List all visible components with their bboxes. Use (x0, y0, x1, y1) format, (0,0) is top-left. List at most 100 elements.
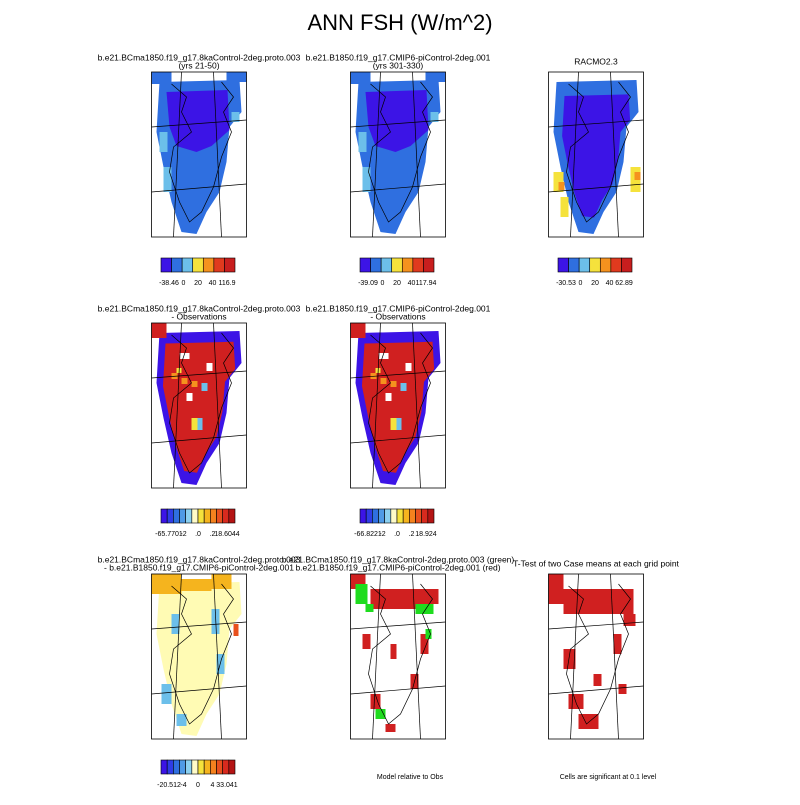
map-cell (226, 72, 247, 82)
map-cell (350, 72, 371, 84)
colorbar-label: 0 (196, 782, 200, 789)
graticule (151, 685, 247, 695)
map-cell (400, 383, 407, 391)
colorbar-box (171, 257, 183, 273)
graticule (412, 72, 421, 237)
colorbar-label: 40 (606, 280, 614, 287)
map-content (350, 323, 446, 488)
graticule (610, 72, 619, 237)
colorbar-box (557, 257, 569, 273)
colorbar-box (365, 508, 373, 524)
map-cell (420, 589, 439, 604)
map-cell (163, 167, 172, 192)
map-cell (425, 629, 432, 639)
panel-title: T-Test of two Case means at each grid po… (513, 558, 679, 568)
region-fill (361, 341, 435, 473)
map-frame (350, 71, 446, 238)
colorbar-label: 0 (381, 280, 385, 287)
colorbar-box (202, 257, 215, 273)
colorbar-label: -39.09 (358, 280, 378, 287)
colorbar-label: -2 (180, 531, 186, 538)
map-cell (151, 574, 182, 594)
graticule (173, 574, 182, 739)
colorbar-box (160, 759, 168, 775)
map-cell (355, 584, 368, 604)
panel-title: b.e21.BCma1850.f19_g17.8kaControl-2deg.p… (98, 52, 301, 62)
colorbar-box (370, 257, 382, 273)
graticule (570, 72, 579, 237)
map-frame (151, 71, 247, 238)
map-cell (211, 574, 232, 589)
colorbar-box (160, 257, 172, 273)
panel-footer: Cells are significant at 0.1 level (560, 774, 657, 781)
colorbar-label: 33.041 (216, 782, 238, 789)
map-cell (375, 709, 386, 719)
panel-title: b.e21.B1850.f19_g17.CMIP6-piControl-2deg… (306, 52, 491, 62)
colorbar-label: .0 (195, 531, 201, 538)
colorbar-box (401, 257, 414, 273)
map-panel (548, 573, 644, 740)
graticule (350, 370, 446, 379)
colorbar-label: 20 (393, 280, 401, 287)
colorbar-box (185, 508, 193, 524)
map-content (350, 574, 446, 739)
panel-title: - Observations (171, 311, 226, 321)
colorbar-box (216, 759, 223, 775)
map-cell (420, 634, 429, 654)
region-fill (166, 90, 230, 152)
graticule (548, 119, 644, 128)
colorbar-label: -66.8221 (354, 531, 382, 538)
map-cell (558, 182, 565, 190)
map-panel (151, 322, 247, 489)
colorbar-label: 40 (209, 280, 217, 287)
colorbar-box (222, 508, 230, 524)
colorbar-box (173, 759, 180, 775)
graticule (372, 323, 381, 488)
colorbar-box (421, 508, 429, 524)
colorbar-box (378, 508, 385, 524)
panel-title: b.e21.B1850.f19_g17.CMIP6-piControl-2deg… (295, 562, 500, 572)
colorbar-box (210, 759, 217, 775)
colorbar-box (179, 759, 186, 775)
colorbar-box (372, 508, 379, 524)
colorbar-box (409, 508, 416, 524)
colorbar-box (181, 257, 194, 273)
map-panel (350, 71, 446, 238)
colorbar-label: .0 (394, 531, 400, 538)
map-panel (151, 71, 247, 238)
map-cell (233, 624, 239, 636)
map-cell (623, 614, 636, 626)
colorbar-label: .2 (409, 531, 415, 538)
coastline (169, 583, 234, 725)
map-cell (159, 132, 168, 152)
panel-title: - Observations (370, 311, 425, 321)
coastline (169, 81, 234, 223)
colorbar-label: 116.9 (219, 280, 236, 287)
colorbar-box (359, 257, 371, 273)
map-content (151, 574, 247, 739)
map-content (548, 574, 644, 739)
graticule (350, 621, 446, 630)
map-cell (231, 112, 240, 122)
region-fill (162, 341, 236, 473)
colorbar-box (224, 257, 236, 273)
panel-title: b.e21.B1850.f19_g17.CMIP6-piControl-2deg… (306, 303, 491, 313)
graticule (350, 119, 446, 128)
map-panel (350, 322, 446, 489)
colorbar-box (384, 508, 392, 524)
colorbar-box (610, 257, 622, 273)
coastline (169, 332, 234, 474)
colorbar-label: 18.924 (415, 531, 437, 538)
map-cell (395, 418, 402, 430)
map-cell (191, 418, 198, 430)
map-cell (378, 353, 389, 359)
map-panel (151, 573, 247, 740)
map-cell (181, 378, 188, 384)
colorbar-label: .2 (210, 531, 216, 538)
colorbar-label: -65.7701 (155, 531, 183, 538)
colorbar-box (191, 759, 199, 775)
map-cell (358, 132, 367, 152)
map-cell (634, 172, 641, 180)
colorbar-box (589, 257, 601, 273)
region-fill (365, 90, 429, 152)
